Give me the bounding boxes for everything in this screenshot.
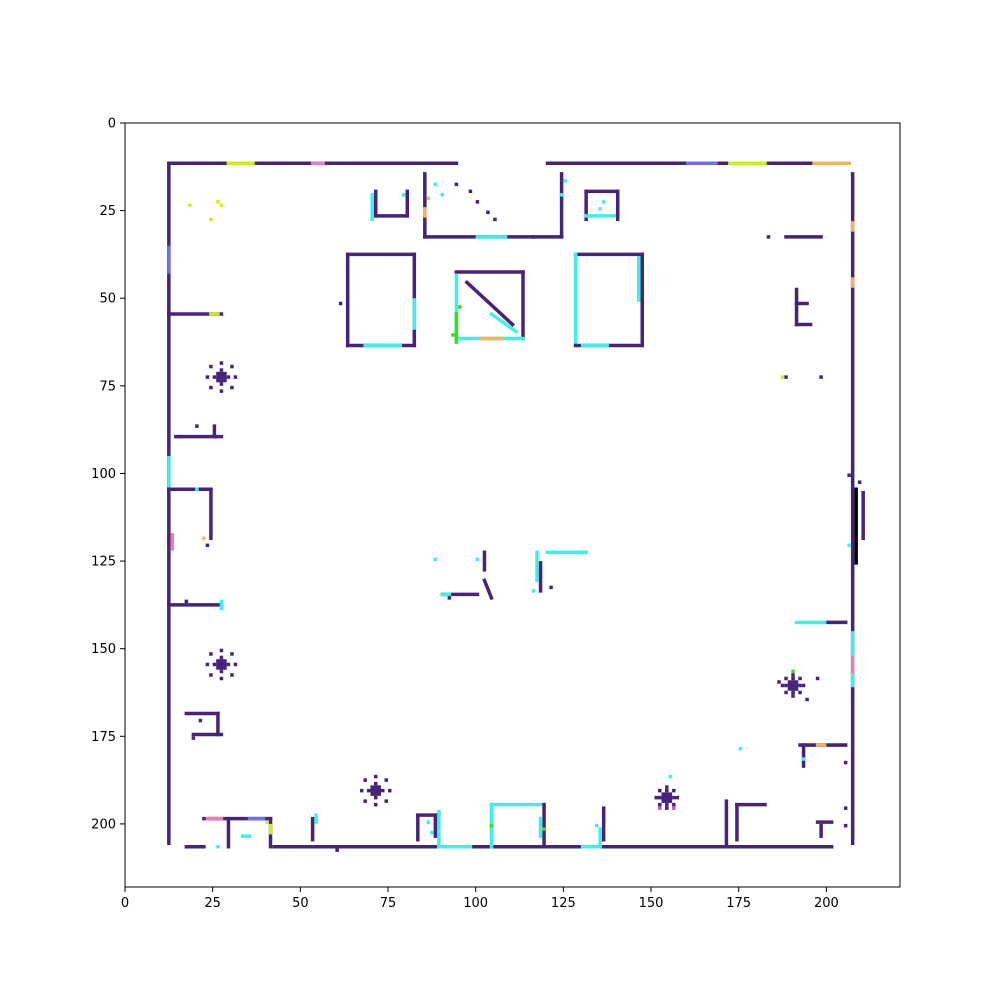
map-cell-38 <box>668 774 673 779</box>
map-cell-62 <box>843 806 848 810</box>
map-cell-33 <box>791 669 795 674</box>
map-segment-63 <box>464 279 515 327</box>
map-cell-16 <box>454 182 459 187</box>
map-cell-23 <box>819 375 823 379</box>
map-cell-6 <box>440 193 445 197</box>
plot-area <box>124 122 901 888</box>
map-obstacle-2 <box>359 774 392 807</box>
map-cell-36 <box>815 676 820 681</box>
y-tick-label-75: 75 <box>99 379 116 394</box>
x-axis: 0 25 50 75 100 125 150 175 200 <box>121 887 839 911</box>
map-cell-35 <box>777 680 781 684</box>
map-cell-30 <box>857 480 862 484</box>
map-cell-34 <box>805 697 809 702</box>
x-tick-label-175: 175 <box>726 896 751 911</box>
map-cell-55 <box>542 827 546 831</box>
map-cell-18 <box>338 301 343 306</box>
map-cell-12 <box>468 189 473 194</box>
map-cell-50 <box>177 434 182 439</box>
map-cell-52 <box>430 830 434 835</box>
map-cell-32 <box>847 543 851 548</box>
map-segment-64 <box>489 311 519 334</box>
map-cell-0 <box>188 203 192 208</box>
y-tick-label-0: 0 <box>108 117 116 132</box>
map-cell-11 <box>598 207 602 211</box>
map-cell-45 <box>195 487 199 491</box>
plot-background <box>125 123 900 887</box>
map-cell-24 <box>766 235 771 239</box>
x-tick-label-125: 125 <box>551 896 576 911</box>
map-cell-56 <box>265 820 269 824</box>
map-segment-74 <box>482 578 494 601</box>
x-tick-label-25: 25 <box>204 896 221 911</box>
map-layer <box>167 161 865 852</box>
x-tick-label-50: 50 <box>292 896 309 911</box>
map-cell-47 <box>191 736 196 740</box>
map-cell-40 <box>672 806 676 810</box>
map-cell-13 <box>475 200 480 204</box>
map-obstacle-1 <box>205 648 238 681</box>
map-cell-60 <box>615 844 620 849</box>
x-tick-label-100: 100 <box>463 896 488 911</box>
plot-frame <box>124 122 901 888</box>
y-tick-label-175: 175 <box>91 730 116 745</box>
map-cell-1 <box>216 200 220 204</box>
map-obstacle-3 <box>654 785 680 810</box>
map-cell-54 <box>489 823 494 828</box>
map-cell-2 <box>209 217 213 222</box>
map-cell-39 <box>658 806 662 810</box>
map-cell-57 <box>216 844 220 849</box>
map-cell-44 <box>202 536 206 541</box>
map-cell-9 <box>559 193 564 197</box>
x-tick-label-200: 200 <box>814 896 839 911</box>
y-tick-label-50: 50 <box>99 292 116 307</box>
map-cell-20 <box>458 305 462 309</box>
map-cell-58 <box>289 844 294 849</box>
map-cell-17 <box>531 235 536 239</box>
map-cell-28 <box>447 596 452 600</box>
map-cell-5 <box>433 182 438 187</box>
map-cell-22 <box>780 375 785 379</box>
map-cell-15 <box>493 217 497 222</box>
map-cell-29 <box>549 585 553 590</box>
x-tick-label-0: 0 <box>121 896 129 911</box>
map-cell-14 <box>486 210 490 215</box>
map-cell-42 <box>801 757 806 761</box>
x-tick-label-150: 150 <box>639 896 664 911</box>
map-cell-63 <box>843 823 848 828</box>
map-cell-3 <box>219 203 224 208</box>
map-cell-48 <box>198 718 203 723</box>
map-cell-7 <box>426 196 431 201</box>
map-cell-21 <box>784 375 788 379</box>
map-cell-27 <box>531 589 536 593</box>
map-cell-4 <box>402 193 406 197</box>
map-obstacle-4 <box>780 673 806 698</box>
map-cell-31 <box>847 473 851 477</box>
map-obstacle-0 <box>205 361 238 393</box>
map-cell-61 <box>843 760 848 765</box>
map-cell-8 <box>563 179 567 183</box>
y-tick-label-125: 125 <box>91 555 116 570</box>
map-cell-43 <box>205 543 210 548</box>
map-cell-41 <box>738 746 743 751</box>
map-cell-25 <box>433 557 438 562</box>
map-cell-19 <box>451 333 455 337</box>
y-tick-label-100: 100 <box>91 467 116 482</box>
map-cell-26 <box>475 557 480 562</box>
map-cell-53 <box>594 823 599 828</box>
map-cell-10 <box>601 200 606 204</box>
y-tick-label-200: 200 <box>91 817 116 832</box>
y-axis: 0 25 50 75 100 125 150 175 200 <box>91 117 125 832</box>
map-cell-59 <box>335 848 339 852</box>
y-tick-label-25: 25 <box>99 204 116 219</box>
y-tick-label-150: 150 <box>91 642 116 657</box>
x-tick-label-75: 75 <box>380 896 397 911</box>
map-cell-49 <box>195 424 199 428</box>
map-cell-46 <box>184 599 189 604</box>
map-cell-51 <box>426 820 431 824</box>
